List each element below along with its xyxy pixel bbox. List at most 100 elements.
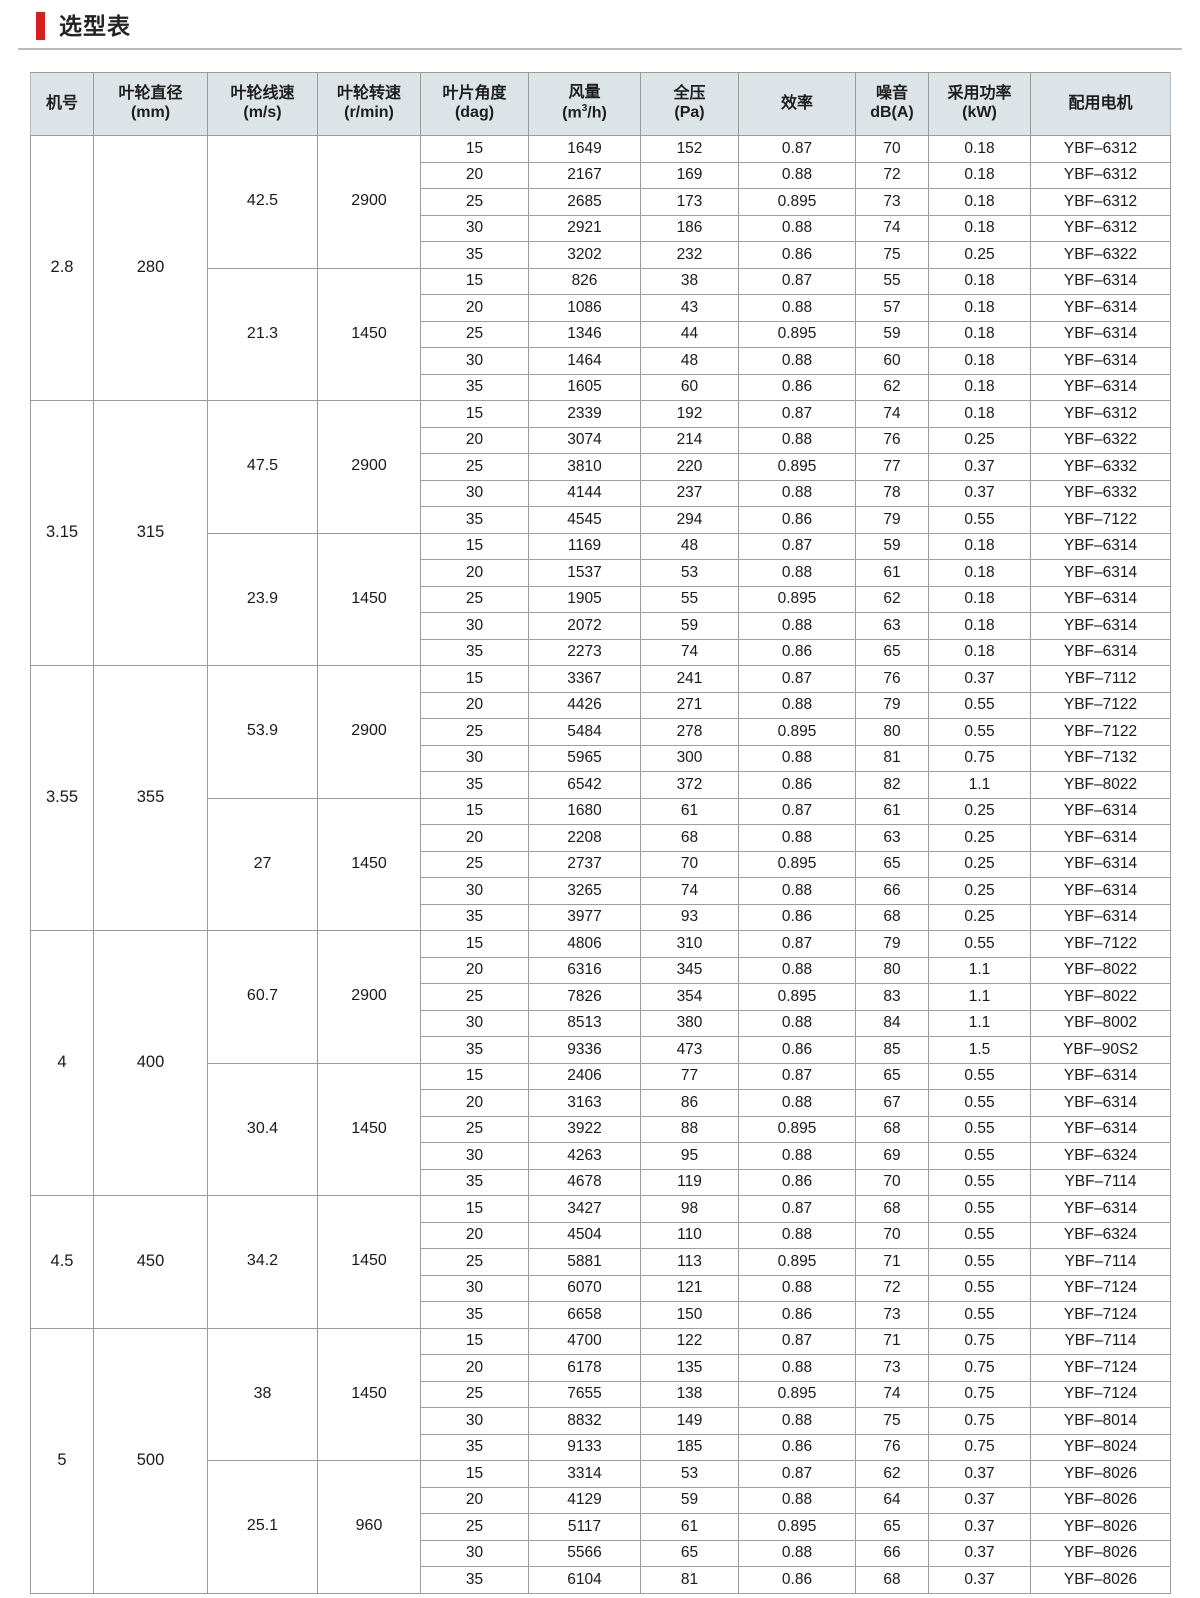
cell-press: 59	[640, 612, 739, 640]
cell-power: 0.18	[928, 347, 1031, 375]
table-row: 30 8832 149 0.88 75 0.75 YBF–8014	[31, 1407, 1171, 1435]
cell-flow: 4129	[528, 1486, 641, 1514]
cell-noise: 72	[855, 161, 929, 189]
cell-eff: 0.86	[738, 241, 856, 269]
column-header-eff: 效率	[738, 72, 856, 136]
cell-press: 278	[640, 718, 739, 746]
cell-motor: YBF–8022	[1030, 983, 1171, 1011]
cell-eff: 0.86	[738, 1301, 856, 1329]
cell-press: 98	[640, 1195, 739, 1223]
cell-power: 0.55	[928, 718, 1031, 746]
cell-angle: 20	[420, 956, 529, 984]
cell-motor: YBF–6322	[1030, 426, 1171, 454]
table-row: 35 4678 119 0.86 70 0.55 YBF–7114	[31, 1168, 1171, 1196]
cell-tip-speed: 42.5	[207, 135, 318, 269]
cell-motor: YBF–6312	[1030, 161, 1171, 189]
cell-power: 0.55	[928, 1274, 1031, 1302]
cell-motor: YBF–6314	[1030, 1089, 1171, 1117]
cell-press: 380	[640, 1009, 739, 1037]
cell-impeller-rpm: 1450	[317, 1327, 421, 1461]
cell-power: 1.5	[928, 1036, 1031, 1064]
cell-noise: 84	[855, 1009, 929, 1037]
cell-eff: 0.88	[738, 612, 856, 640]
table-row: 25 2685 173 0.895 73 0.18 YBF–6312	[31, 188, 1171, 216]
cell-tip-speed: 47.5	[207, 400, 318, 534]
cell-noise: 71	[855, 1327, 929, 1355]
cell-press: 86	[640, 1089, 739, 1117]
cell-noise: 77	[855, 453, 929, 481]
cell-eff: 0.87	[738, 1460, 856, 1488]
table-row: 2.8 280 42.5 2900 15 1649 152 0.87 70 0.18 YBF–631…	[30, 135, 1171, 401]
table-row: 30 6070 121 0.88 72 0.55 YBF–7124	[31, 1274, 1171, 1302]
table-row: 20 3074 214 0.88 76 0.25 YBF–6322	[31, 426, 1171, 454]
column-header-label: 机号	[45, 94, 78, 112]
cell-flow: 1605	[528, 373, 641, 401]
cell-flow: 1649	[528, 135, 641, 163]
cell-flow: 3265	[528, 877, 641, 905]
cell-tip-speed: 21.3	[207, 267, 318, 401]
cell-power: 0.55	[928, 930, 1031, 958]
column-header-angle: 叶片角度 (dag)	[420, 72, 529, 136]
table-row: 5 500 38 1450 15 4700 122 0.87 71 0.75 YBF–7114	[30, 1327, 1171, 1594]
cell-flow: 1537	[528, 559, 641, 587]
table-row: 25 1905 55 0.895 62 0.18 YBF–6314	[31, 585, 1171, 613]
cell-flow: 3977	[528, 903, 641, 931]
cell-power: 0.55	[928, 1062, 1031, 1090]
cell-motor: YBF–8026	[1030, 1566, 1171, 1594]
cell-angle: 20	[420, 1221, 529, 1249]
cell-angle: 15	[420, 267, 529, 295]
table-row: 35 9336 473 0.86 85 1.5 YBF–90S2	[31, 1036, 1171, 1064]
column-header-label: 采用功率	[947, 85, 1012, 103]
cell-eff: 0.88	[738, 1407, 856, 1435]
cell-press: 48	[640, 532, 739, 560]
table-row: 25 2737 70 0.895 65 0.25 YBF–6314	[31, 850, 1171, 878]
cell-power: 0.55	[928, 1301, 1031, 1329]
cell-eff: 0.88	[738, 824, 856, 852]
cell-angle: 15	[420, 532, 529, 560]
cell-flow: 4700	[528, 1327, 641, 1355]
cell-power: 0.18	[928, 320, 1031, 348]
column-header-unit: (Pa)	[674, 104, 705, 121]
cell-angle: 35	[420, 506, 529, 534]
cell-impeller-rpm: 1450	[317, 1195, 421, 1329]
cell-motor: YBF–6332	[1030, 453, 1171, 481]
cell-power: 0.18	[928, 135, 1031, 163]
cell-power: 0.25	[928, 903, 1031, 931]
column-header-motor: 配用电机	[1030, 72, 1171, 136]
table-row: 30 1464 48 0.88 60 0.18 YBF–6314	[31, 347, 1171, 375]
cell-flow: 1464	[528, 347, 641, 375]
table-row: 30 3265 74 0.88 66 0.25 YBF–6314	[31, 877, 1171, 905]
cell-press: 113	[640, 1248, 739, 1276]
cell-power: 0.18	[928, 214, 1031, 242]
cell-eff: 0.88	[738, 1009, 856, 1037]
table-row: 25.1 960 15 3314 53 0.87 62 0.37 YBF–8026	[31, 1460, 1171, 1594]
cell-motor: YBF–6314	[1030, 347, 1171, 375]
cell-motor: YBF–7124	[1030, 1380, 1171, 1408]
cell-press: 74	[640, 877, 739, 905]
table-row: 30 4263 95 0.88 69 0.55 YBF–6324	[31, 1142, 1171, 1170]
cell-flow: 4504	[528, 1221, 641, 1249]
cell-flow: 6542	[528, 771, 641, 799]
cell-eff: 0.895	[738, 1380, 856, 1408]
cell-flow: 3202	[528, 241, 641, 269]
cell-power: 0.18	[928, 559, 1031, 587]
table-row: 25 5117 61 0.895 65 0.37 YBF–8026	[31, 1513, 1171, 1541]
cell-impeller-rpm: 1450	[317, 797, 421, 931]
cell-power: 0.37	[928, 665, 1031, 693]
cell-eff: 0.895	[738, 1248, 856, 1276]
cell-eff: 0.86	[738, 638, 856, 666]
cell-noise: 64	[855, 1486, 929, 1514]
column-header-power: 采用功率 (kW)	[928, 72, 1031, 136]
cell-noise: 83	[855, 983, 929, 1011]
cell-eff: 0.87	[738, 1195, 856, 1223]
cell-power: 0.75	[928, 1327, 1031, 1355]
cell-model-number: 4.5	[30, 1195, 94, 1329]
cell-power: 0.37	[928, 1460, 1031, 1488]
cell-noise: 63	[855, 612, 929, 640]
cell-impeller-diameter: 315	[93, 400, 208, 666]
cell-angle: 25	[420, 1115, 529, 1143]
cell-flow: 9133	[528, 1433, 641, 1461]
table-row: 4.5 450 34.2 1450 15 3427 98 0.87 68 0.55 YBF–6314	[30, 1195, 1171, 1329]
cell-angle: 20	[420, 161, 529, 189]
